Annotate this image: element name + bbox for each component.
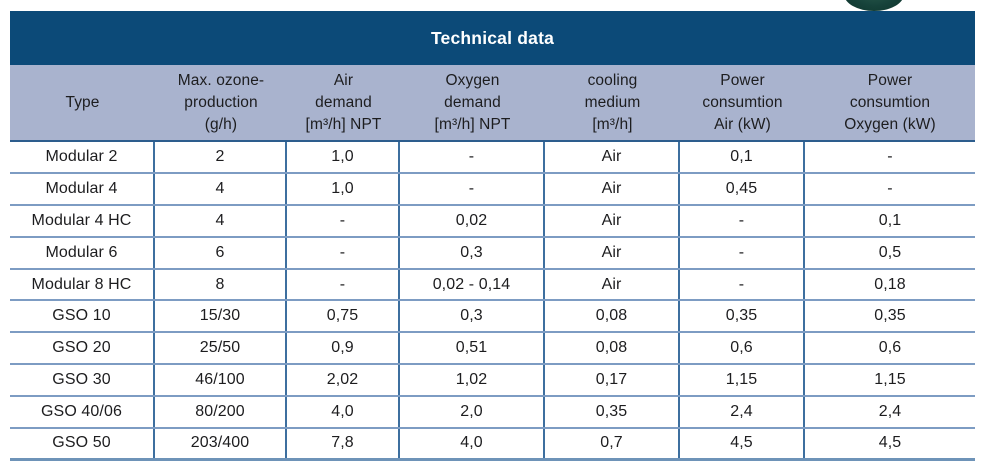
table-body: Modular 2 2 1,0- Air 0,1- Modular 4 4 1,0- Air 0,… (10, 142, 975, 461)
value-cell: 0,02 (400, 205, 545, 236)
value-cell: 0,6 (680, 333, 805, 364)
value-cell: 0,1 (680, 142, 805, 172)
table-row: Modular 2 2 1,0- Air 0,1- (10, 142, 975, 174)
value-cell: Air (545, 269, 680, 300)
type-cell: GSO 40/06 (10, 397, 155, 428)
technical-data-table: Technical data Type Max. ozone- producti… (10, 11, 975, 461)
value-cell: - (680, 269, 805, 300)
value-cell: - (680, 237, 805, 268)
value-cell: 2,0 (400, 397, 545, 428)
value-cell: 2 (155, 142, 287, 172)
value-cell: 2,4 (878, 403, 902, 421)
column-header-oxygen-demand: Oxygen demand [m³/h] NPT (434, 71, 511, 133)
value-cell: 0,75 (287, 301, 400, 332)
value-cell: - (400, 142, 545, 172)
value-cell: 0,35 (874, 307, 906, 325)
value-cell: 0,35 (680, 301, 805, 332)
column-header-type: Type (65, 93, 100, 111)
value-cell: 1,0 (287, 142, 400, 172)
value-cell: - (287, 269, 400, 300)
type-cell: GSO 10 (10, 301, 155, 332)
table-row: GSO 50 203/400 7,8 4,0 0,7 4,5 4,5 (10, 429, 975, 461)
column-header-row: Type Max. ozone- production (g/h) Air de… (10, 65, 975, 142)
type-cell: Modular 6 (10, 237, 155, 268)
value-cell: 4,0 (400, 429, 545, 458)
value-cell: 203/400 (155, 429, 287, 458)
type-cell: GSO 20 (10, 333, 155, 364)
value-cell: 0,9 (287, 333, 400, 364)
value-cell: 1,15 (680, 365, 805, 396)
value-cell: 4 (155, 205, 287, 236)
value-cell: 4,5 (878, 434, 902, 452)
value-cell: 0,08 (545, 301, 680, 332)
table-row: Modular 4 4 1,0- Air 0,45- (10, 173, 975, 206)
table-row: GSO 10 15/30 0,75 0,3 0,08 0,35 0,35 (10, 301, 975, 334)
value-cell: 1,15 (874, 371, 906, 389)
table-row: Modular 6 6-0,3 Air -0,5 (10, 237, 975, 270)
value-cell: - (287, 205, 400, 236)
value-cell: 15/30 (155, 301, 287, 332)
value-cell: 0,45 (680, 173, 805, 204)
table-row: GSO 40/06 80/200 4,0 2,0 0,35 2,4 2,4 (10, 397, 975, 430)
value-cell: 0,3 (400, 237, 545, 268)
table-row: Modular 8 HC 8-0,02 - 0,14 Air -0,18 (10, 269, 975, 302)
value-cell: 0,35 (545, 397, 680, 428)
type-cell: GSO 50 (10, 429, 155, 458)
type-cell: Modular 2 (10, 142, 155, 172)
type-cell: Modular 8 HC (10, 269, 155, 300)
column-header-air-demand: Air demand [m³/h] NPT (305, 71, 382, 133)
column-header-max-ozone-production: Max. ozone- production (g/h) (177, 71, 265, 133)
column-header-power-consumtion-air: Power consumtion Air (kW) (702, 71, 783, 133)
value-cell: 0,02 - 0,14 (400, 269, 545, 300)
value-cell: Air (545, 173, 680, 204)
value-cell: 8 (155, 269, 287, 300)
value-cell: - (680, 205, 805, 236)
table-title-band: Technical data (10, 11, 975, 65)
value-cell: 0,5 (878, 243, 902, 261)
type-cell: GSO 30 (10, 365, 155, 396)
column-header-power-consumtion-oxygen: Power consumtion Oxygen (kW) (844, 71, 936, 133)
value-cell: 0,08 (545, 333, 680, 364)
value-cell: 46/100 (155, 365, 287, 396)
value-cell: 0,17 (545, 365, 680, 396)
type-cell: Modular 4 (10, 173, 155, 204)
table-row: GSO 30 46/100 2,02 1,02 0,17 1,15 1,15 (10, 365, 975, 398)
value-cell: 0,1 (878, 211, 902, 229)
value-cell: Air (545, 205, 680, 236)
value-cell: 0,6 (878, 339, 902, 357)
value-cell: 0,7 (545, 429, 680, 458)
type-cell: Modular 4 HC (10, 205, 155, 236)
value-cell: 25/50 (155, 333, 287, 364)
value-cell: Air (545, 237, 680, 268)
table-title: Technical data (430, 27, 555, 48)
value-cell: - (887, 179, 893, 197)
value-cell: - (400, 173, 545, 204)
value-cell: 2,4 (680, 397, 805, 428)
value-cell: 7,8 (287, 429, 400, 458)
column-header-cooling-medium: cooling medium [m³/h] (584, 71, 641, 133)
value-cell: - (887, 147, 893, 165)
value-cell: - (287, 237, 400, 268)
value-cell: 1,02 (400, 365, 545, 396)
value-cell: 4,0 (287, 397, 400, 428)
value-cell: 2,02 (287, 365, 400, 396)
value-cell: 4 (155, 173, 287, 204)
value-cell: 1,0 (287, 173, 400, 204)
cropped-logo-icon (844, 0, 904, 11)
table-row: GSO 20 25/50 0,9 0,51 0,08 0,6 0,6 (10, 333, 975, 366)
value-cell: Air (545, 142, 680, 172)
value-cell: 0,3 (400, 301, 545, 332)
value-cell: 0,51 (400, 333, 545, 364)
table-row: Modular 4 HC 4-0,02 Air -0,1 (10, 205, 975, 238)
value-cell: 80/200 (155, 397, 287, 428)
value-cell: 4,5 (680, 429, 805, 458)
value-cell: 0,18 (874, 275, 906, 293)
value-cell: 6 (155, 237, 287, 268)
